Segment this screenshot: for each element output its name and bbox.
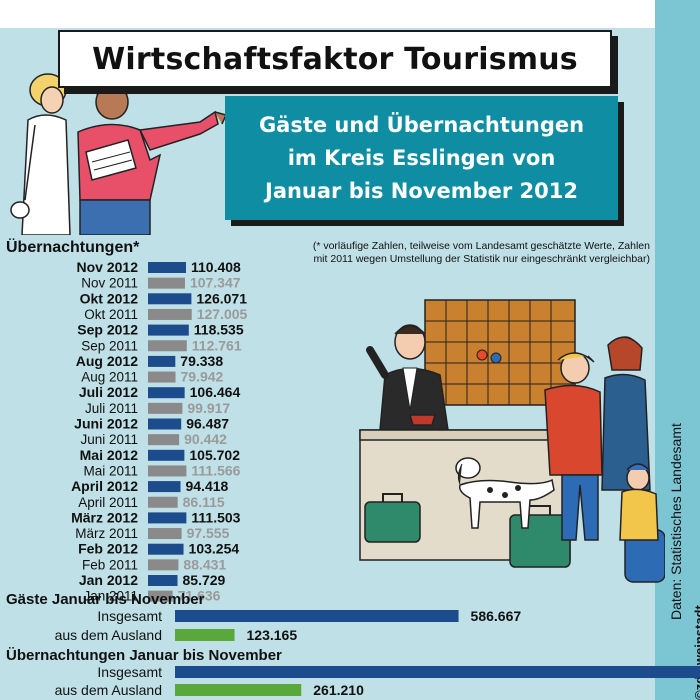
value-label: 97.555 — [187, 525, 230, 541]
subtitle-line-1: Gäste und Übernachtungen — [258, 112, 585, 137]
bar-2011 — [148, 590, 173, 602]
bar-2012 — [148, 262, 186, 273]
month-label: Sep 2011 — [81, 338, 138, 353]
month-label: Juli 2012 — [79, 384, 138, 400]
value-label: 111.503 — [191, 509, 240, 525]
month-label: Mai 2011 — [83, 463, 138, 478]
bar-2012 — [148, 481, 181, 493]
guests-value-label: 586.667 — [471, 608, 522, 624]
value-label: 118.535 — [194, 322, 244, 338]
month-label: Jan 2012 — [79, 572, 138, 588]
right-band — [655, 0, 700, 700]
bar-2012 — [148, 512, 187, 524]
guests-category-label: aus dem Ausland — [55, 627, 162, 643]
bar-2011 — [148, 340, 187, 352]
value-label: 79.942 — [181, 369, 224, 385]
month-label: April 2011 — [78, 495, 138, 510]
month-label: Mai 2012 — [80, 447, 139, 463]
stays-value-label: 261.210 — [313, 682, 364, 698]
month-label: Sep 2012 — [77, 322, 138, 338]
value-label: 79.338 — [180, 353, 223, 369]
guests-value-label: 123.165 — [247, 627, 298, 643]
subtitle-line-3: Januar bis November 2012 — [265, 178, 578, 203]
overnight-stays-title: Übernachtungen* — [6, 237, 140, 256]
value-label: 111.566 — [191, 462, 240, 478]
value-label: 103.254 — [189, 541, 240, 557]
month-label: Okt 2012 — [80, 290, 139, 306]
bar-2012 — [148, 575, 178, 586]
value-label: 96.487 — [186, 416, 229, 432]
bar-2012 — [148, 355, 176, 367]
bar-2012 — [148, 324, 189, 336]
guests-title: Gäste Januar bis November — [6, 591, 205, 608]
bar-2012 — [148, 543, 184, 555]
bar-2011 — [148, 528, 182, 540]
value-label: 126.071 — [196, 290, 247, 306]
bar-2011 — [148, 465, 187, 477]
month-label: April 2012 — [71, 478, 138, 494]
value-label: 88.431 — [183, 556, 226, 572]
value-label: 105.702 — [189, 447, 240, 463]
month-label: Juli 2011 — [85, 401, 138, 416]
month-label: Nov 2012 — [77, 259, 139, 275]
stays-category-label: aus dem Ausland — [55, 682, 162, 698]
bar-2011 — [148, 371, 176, 383]
month-label: Juni 2011 — [80, 432, 138, 447]
guests-total-bar — [175, 610, 459, 622]
bar-2012 — [148, 418, 182, 430]
value-label: 127.005 — [197, 306, 248, 322]
tourists-illustration — [10, 73, 228, 235]
month-label: Feb 2011 — [82, 557, 138, 572]
hotel-reception-illustration — [359, 299, 665, 583]
bar-2011 — [148, 277, 185, 289]
bar-2011 — [148, 434, 180, 446]
month-label: März 2012 — [71, 509, 138, 525]
month-label: Juni 2012 — [74, 416, 138, 432]
subtitle-line-2: im Kreis Esslingen von — [287, 145, 556, 170]
title-box: Wirtschaftsfaktor Tourismus — [58, 30, 612, 88]
value-label: 90.442 — [184, 431, 227, 447]
bar-2011 — [148, 402, 183, 414]
guests-category-label: Insgesamt — [97, 608, 162, 624]
month-label: Nov 2011 — [81, 276, 138, 291]
value-label: 85.729 — [183, 572, 226, 588]
value-label: 99.917 — [187, 400, 230, 416]
stays-foreign-bar — [175, 684, 302, 696]
value-label: 86.115 — [183, 494, 225, 510]
value-label: 112.761 — [192, 337, 242, 353]
value-label: 107.347 — [190, 275, 241, 291]
stays-total-bar — [175, 666, 700, 678]
top-band — [0, 0, 700, 28]
page-title: Wirtschaftsfaktor Tourismus — [92, 41, 578, 77]
month-label: Feb 2012 — [78, 541, 138, 557]
bar-2011 — [148, 496, 178, 508]
month-label: Aug 2012 — [76, 353, 138, 369]
bar-2012 — [148, 449, 185, 461]
value-label: 94.418 — [185, 478, 228, 494]
footnote: (* vorläufige Zahlen, teilweise vom Land… — [312, 240, 650, 265]
month-label: Okt 2011 — [84, 307, 138, 322]
bar-2011 — [148, 308, 192, 320]
month-label: Aug 2011 — [81, 370, 138, 385]
month-label: März 2011 — [75, 526, 138, 541]
value-label: 110.408 — [191, 259, 241, 275]
guests-foreign-bar — [175, 629, 235, 641]
bar-2011 — [148, 559, 179, 571]
value-label: 71.636 — [178, 588, 221, 604]
stays-title: Übernachtungen Januar bis November — [6, 647, 282, 664]
value-label: 106.464 — [190, 384, 241, 400]
subtitle-box: Gäste und Übernachtungen im Kreis Esslin… — [225, 96, 618, 220]
month-label: Jan 2011 — [83, 589, 138, 604]
bar-2012 — [148, 387, 185, 399]
stays-category-label: Insgesamt — [97, 664, 162, 680]
bar-2012 — [148, 293, 192, 305]
